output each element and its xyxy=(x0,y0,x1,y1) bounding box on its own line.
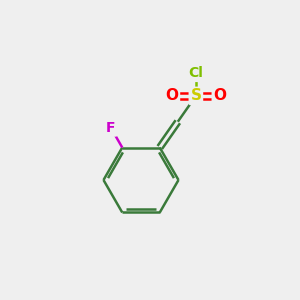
Text: Cl: Cl xyxy=(188,66,203,80)
Text: O: O xyxy=(165,88,178,104)
Text: F: F xyxy=(106,121,116,135)
Text: S: S xyxy=(190,88,201,104)
Text: O: O xyxy=(213,88,226,104)
